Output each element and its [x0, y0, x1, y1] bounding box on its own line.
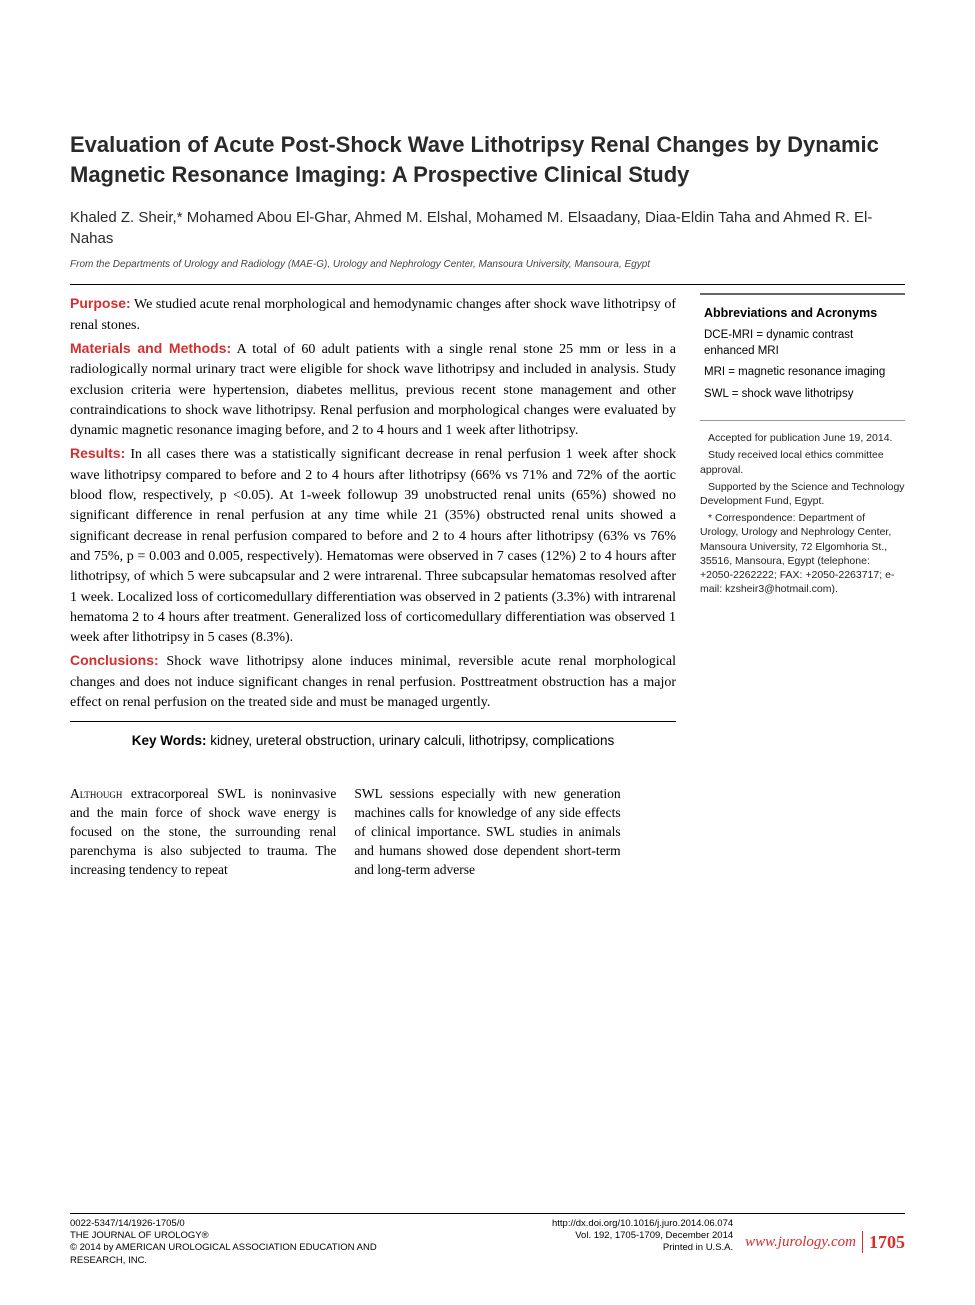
conclusions-text: Shock wave lithotripsy alone induces min… [70, 654, 676, 710]
abbreviations-box: Abbreviations and Acronyms DCE-MRI = dyn… [700, 293, 905, 421]
abstract-results: Results: In all cases there was a statis… [70, 443, 676, 648]
footer-mid: http://dx.doi.org/10.1016/j.juro.2014.06… [402, 1218, 746, 1267]
abstract-conclusions: Conclusions: Shock wave lithotripsy alon… [70, 650, 676, 713]
footer-page-number: 1705 [869, 1231, 905, 1254]
page-footer: 0022-5347/14/1926-1705/0 THE JOURNAL OF … [70, 1213, 905, 1267]
footer-volume: Vol. 192, 1705-1709, December 2014 [402, 1230, 734, 1242]
abstract-column: Purpose: We studied acute renal morpholo… [70, 293, 676, 751]
sidebar-column: Abbreviations and Acronyms DCE-MRI = dyn… [700, 293, 905, 751]
keywords-text: kidney, ureteral obstruction, urinary ca… [207, 733, 615, 748]
abstract-row: Purpose: We studied acute renal morpholo… [70, 284, 905, 751]
sidebar-note: Supported by the Science and Technology … [700, 480, 905, 508]
footer-right: www.jurology.com 1705 [745, 1218, 905, 1267]
sidebar-notes: Accepted for publication June 19, 2014. … [700, 431, 905, 596]
body-text-columns: Although extracorporeal SWL is noninvasi… [70, 785, 905, 879]
abbrev-item: SWL = shock wave lithotripsy [704, 387, 901, 403]
methods-label: Materials and Methods: [70, 340, 231, 356]
body-lead-word: Although [70, 786, 122, 801]
footer-divider [862, 1231, 863, 1253]
abbrev-item: DCE-MRI = dynamic contrast enhanced MRI [704, 328, 901, 359]
sidebar-note: * Correspondence: Department of Urology,… [700, 511, 905, 596]
results-label: Results: [70, 445, 125, 461]
footer-copyright: © 2014 by AMERICAN UROLOGICAL ASSOCIATIO… [70, 1242, 402, 1267]
abstract-purpose: Purpose: We studied acute renal morpholo… [70, 293, 676, 336]
abbreviations-title: Abbreviations and Acronyms [704, 305, 901, 322]
sidebar-note: Accepted for publication June 19, 2014. [700, 431, 905, 445]
footer-printed: Printed in U.S.A. [402, 1242, 734, 1254]
body-col-3-empty [639, 785, 905, 879]
results-text: In all cases there was a statistically s… [70, 447, 676, 645]
purpose-label: Purpose: [70, 295, 131, 311]
footer-left: 0022-5347/14/1926-1705/0 THE JOURNAL OF … [70, 1218, 402, 1267]
article-title: Evaluation of Acute Post-Shock Wave Lith… [70, 130, 905, 189]
keywords-block: Key Words: kidney, ureteral obstruction,… [70, 732, 676, 751]
sidebar-note: Study received local ethics committee ap… [700, 448, 905, 476]
affiliation: From the Departments of Urology and Radi… [70, 259, 905, 270]
conclusions-label: Conclusions: [70, 652, 159, 668]
keywords-label: Key Words: [132, 733, 207, 748]
abstract-methods: Materials and Methods: A total of 60 adu… [70, 338, 676, 441]
footer-doi: http://dx.doi.org/10.1016/j.juro.2014.06… [402, 1218, 734, 1230]
abbrev-item: MRI = magnetic resonance imaging [704, 365, 901, 381]
abstract-divider [70, 721, 676, 722]
purpose-text: We studied acute renal morphological and… [70, 297, 676, 332]
methods-text: A total of 60 adult patients with a sing… [70, 342, 676, 438]
footer-issn: 0022-5347/14/1926-1705/0 [70, 1218, 402, 1230]
body-col-1: Although extracorporeal SWL is noninvasi… [70, 785, 336, 879]
body-col-2: SWL sessions especially with new generat… [354, 785, 620, 879]
footer-site-link[interactable]: www.jurology.com [745, 1233, 856, 1253]
footer-journal: THE JOURNAL OF UROLOGY® [70, 1230, 402, 1242]
author-list: Khaled Z. Sheir,* Mohamed Abou El-Ghar, … [70, 207, 905, 249]
